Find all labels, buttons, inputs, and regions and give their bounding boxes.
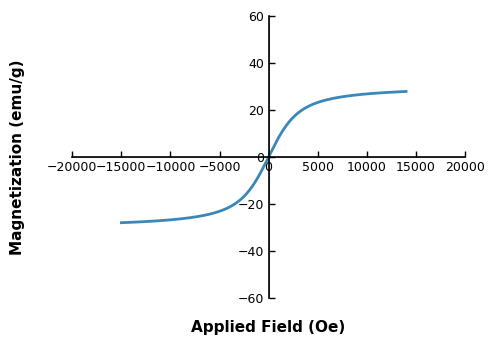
X-axis label: Applied Field (Oe): Applied Field (Oe): [191, 320, 346, 335]
Y-axis label: Magnetization (emu/g): Magnetization (emu/g): [10, 59, 25, 255]
